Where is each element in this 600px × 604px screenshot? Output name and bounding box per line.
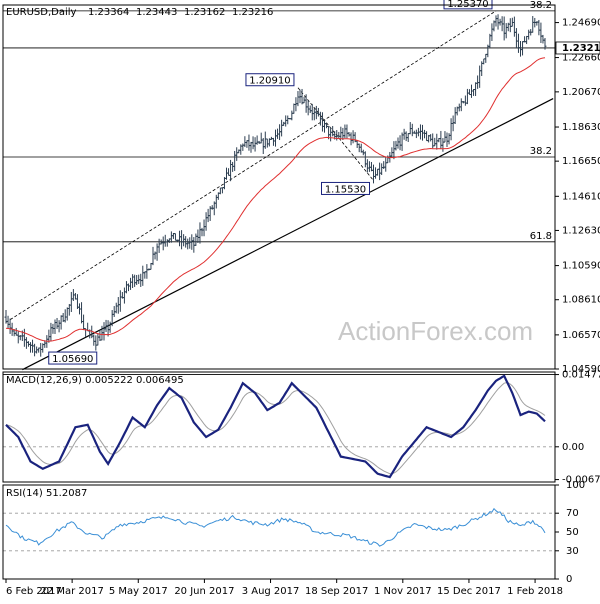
trend-lines xyxy=(5,10,554,371)
fib-level-label: 61.8 xyxy=(530,231,552,242)
x-tick-label: 18 Sep 2017 xyxy=(305,586,368,597)
macd-title: MACD(12,26,9) 0.005222 0.006495 xyxy=(6,375,184,386)
current-price-badge xyxy=(555,41,600,55)
price-tick-label: 1.22660 xyxy=(562,53,600,64)
fib-level-label: 38.2 xyxy=(530,146,552,157)
price-panel: ActionForex.com 38.238.261.8 1.253701.20… xyxy=(2,0,600,375)
price-tick-label: 1.04590 xyxy=(562,364,600,375)
macd-tick-label: -0.006705 xyxy=(562,475,600,486)
rsi-line xyxy=(5,507,546,547)
price-label-box xyxy=(321,181,370,195)
rsi-title: RSI(14) 51.2087 xyxy=(6,488,87,499)
macd-panel-frame xyxy=(2,371,556,483)
support-trend-line xyxy=(22,98,554,371)
price-label: 1.05690 xyxy=(52,354,93,365)
rsi-tick-label: 50 xyxy=(566,527,579,538)
price-tick-label: 1.12630 xyxy=(562,225,600,236)
x-tick-label: 20 Jun 2017 xyxy=(174,586,234,597)
price-label-box xyxy=(245,73,295,87)
rsi-tick-label: 30 xyxy=(566,546,579,557)
macd-lines xyxy=(5,374,546,479)
x-tick-label: 22 Mar 2017 xyxy=(40,586,103,597)
price-tick-label: 1.24690 xyxy=(562,18,600,29)
price-tick-label: 1.10590 xyxy=(562,261,600,272)
price-title: EURUSD,Daily xyxy=(6,7,77,18)
rsi-levels xyxy=(3,512,555,552)
x-tick-label: 1 Feb 2018 xyxy=(507,586,563,597)
macd-tick-label: 0.014776 xyxy=(562,370,600,381)
rsi-tick-label: 100 xyxy=(566,480,585,491)
x-tick-label: 3 Aug 2017 xyxy=(242,586,300,597)
x-tick-label: 15 Dec 2017 xyxy=(437,586,501,597)
rsi-y-axis: 100 70 50 30 0 xyxy=(555,480,585,585)
macd-y-axis: 0.014776 0.00 -0.006705 xyxy=(555,370,600,486)
macd-panel: 0.014776 0.00 -0.006705 MACD(12,26,9) 0.00… xyxy=(2,370,600,486)
x-tick-label: 1 Nov 2017 xyxy=(374,586,432,597)
price-tick-label: 1.14610 xyxy=(562,191,600,202)
price-y-axis: 1.24690 1.22660 1.20670 1.18630 1.16650 1.146… xyxy=(555,18,600,375)
x-tick-label: 6 Feb 2017 xyxy=(6,586,62,597)
rsi-panel-frame xyxy=(2,484,556,580)
macd-tick-label: 0.00 xyxy=(562,442,584,453)
rsi-line xyxy=(5,507,546,547)
rsi-tick-label: 70 xyxy=(566,508,579,519)
price-tick-label: 1.18630 xyxy=(562,122,600,133)
price-label: 1.20910 xyxy=(249,76,290,87)
rsi-tick-label: 0 xyxy=(566,574,572,585)
x-tick-label: 5 May 2017 xyxy=(109,586,168,597)
ohlc-high: 1.23443 xyxy=(136,7,177,18)
price-levels: 38.238.261.8 xyxy=(3,0,555,243)
ohlc-close: 1.23216 xyxy=(232,7,273,18)
price-tick-label: 1.20670 xyxy=(562,87,600,98)
price-label: 1.15530 xyxy=(325,184,366,195)
price-tick-label: 1.16650 xyxy=(562,156,600,167)
channel-dashed-line xyxy=(5,10,497,323)
current-price-label: 1.23216 xyxy=(562,43,600,54)
price-tick-label: 1.06570 xyxy=(562,330,600,341)
price-panel-frame xyxy=(2,4,556,370)
ema-line xyxy=(5,57,546,342)
moving-average xyxy=(5,57,546,342)
ohlc-low: 1.23162 xyxy=(184,7,225,18)
watermark: ActionForex.com xyxy=(338,316,533,346)
price-label-box xyxy=(48,351,98,365)
macd-line xyxy=(5,374,546,479)
macd-levels xyxy=(3,374,555,448)
rsi-panel: 100 70 50 30 0 RSI(14) 51.2087 xyxy=(2,480,585,585)
price-label-box xyxy=(443,0,493,10)
ohlc-bar xyxy=(543,37,547,50)
ohlc-open: 1.23364 xyxy=(88,7,129,18)
price-tick-label: 1.08610 xyxy=(562,295,600,306)
